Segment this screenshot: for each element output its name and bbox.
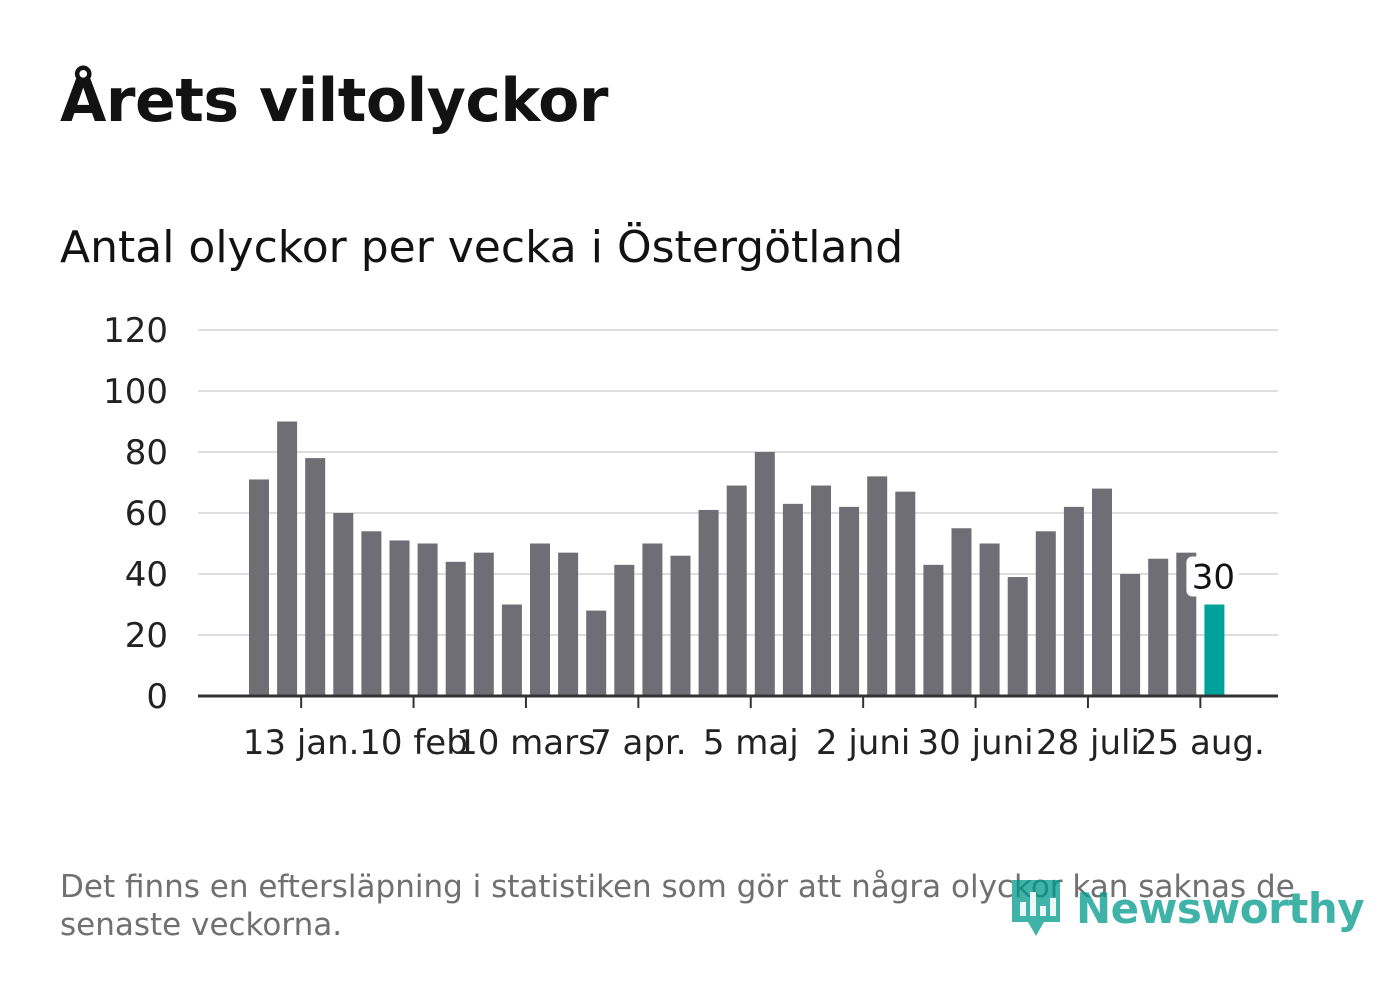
bar xyxy=(445,561,466,696)
bar xyxy=(1120,574,1141,696)
y-tick-label: 60 xyxy=(125,494,168,534)
x-tick-label: 25 aug. xyxy=(1136,723,1265,763)
bar xyxy=(923,564,944,696)
x-tick-label: 2 juni xyxy=(816,723,910,763)
bar xyxy=(642,543,663,696)
bar xyxy=(1063,506,1084,696)
value-labels: 30 xyxy=(1186,556,1239,598)
bar xyxy=(1007,577,1028,696)
chart-title: Årets viltolyckor xyxy=(60,66,609,136)
bar xyxy=(530,543,550,696)
highlight-value-label: 30 xyxy=(1192,558,1235,598)
bar xyxy=(839,506,860,696)
y-tick-label: 80 xyxy=(125,433,168,473)
bar xyxy=(1035,531,1056,696)
bar xyxy=(586,610,607,696)
bar xyxy=(473,552,494,696)
y-tick-label: 120 xyxy=(103,311,168,351)
bar xyxy=(1092,488,1112,696)
bar xyxy=(333,513,354,696)
x-tick-label: 13 jan. xyxy=(243,723,360,763)
newsworthy-bar-chart-icon xyxy=(1012,880,1060,936)
bar xyxy=(614,564,635,696)
highlight-bar xyxy=(1204,604,1225,696)
bar xyxy=(979,543,1000,696)
y-axis-ticks: 0 20 40 60 80 100 120 xyxy=(103,311,168,717)
newsworthy-logo-text: Newsworthy xyxy=(1076,883,1365,933)
y-tick-label: 0 xyxy=(146,677,168,717)
bar xyxy=(670,555,691,696)
bar xyxy=(782,503,803,696)
value-label-background xyxy=(1186,556,1239,597)
bar xyxy=(867,476,888,696)
bar xyxy=(305,458,326,696)
bar xyxy=(811,485,831,696)
x-tick-label: 28 juli xyxy=(1036,723,1140,763)
bar xyxy=(1148,558,1169,696)
x-tick-label: 10 mars xyxy=(456,723,596,763)
newsworthy-logo: Newsworthy xyxy=(1010,878,1365,938)
bar xyxy=(361,531,382,696)
bar xyxy=(389,540,410,696)
y-tick-label: 20 xyxy=(125,616,168,656)
x-tick-label: 7 apr. xyxy=(590,723,687,763)
chart-subtitle: Antal olyckor per vecka i Östergötland xyxy=(60,222,904,273)
y-tick-label: 40 xyxy=(125,555,168,595)
bar xyxy=(698,509,719,696)
bar xyxy=(951,528,972,696)
bar xyxy=(754,452,775,696)
bar xyxy=(417,543,438,696)
bar xyxy=(277,421,298,696)
y-tick-label: 100 xyxy=(103,372,168,412)
bar xyxy=(558,552,579,696)
footnote: Det finns en eftersläpning i statistiken… xyxy=(60,869,1295,943)
x-tick-label: 30 juni xyxy=(918,723,1034,763)
bar xyxy=(895,491,916,696)
x-tick-label: 5 maj xyxy=(703,723,799,763)
bar xyxy=(249,479,269,696)
bars xyxy=(249,421,1225,696)
bar xyxy=(501,604,522,696)
bar xyxy=(726,485,747,696)
x-tick-label: 10 feb xyxy=(359,723,468,763)
